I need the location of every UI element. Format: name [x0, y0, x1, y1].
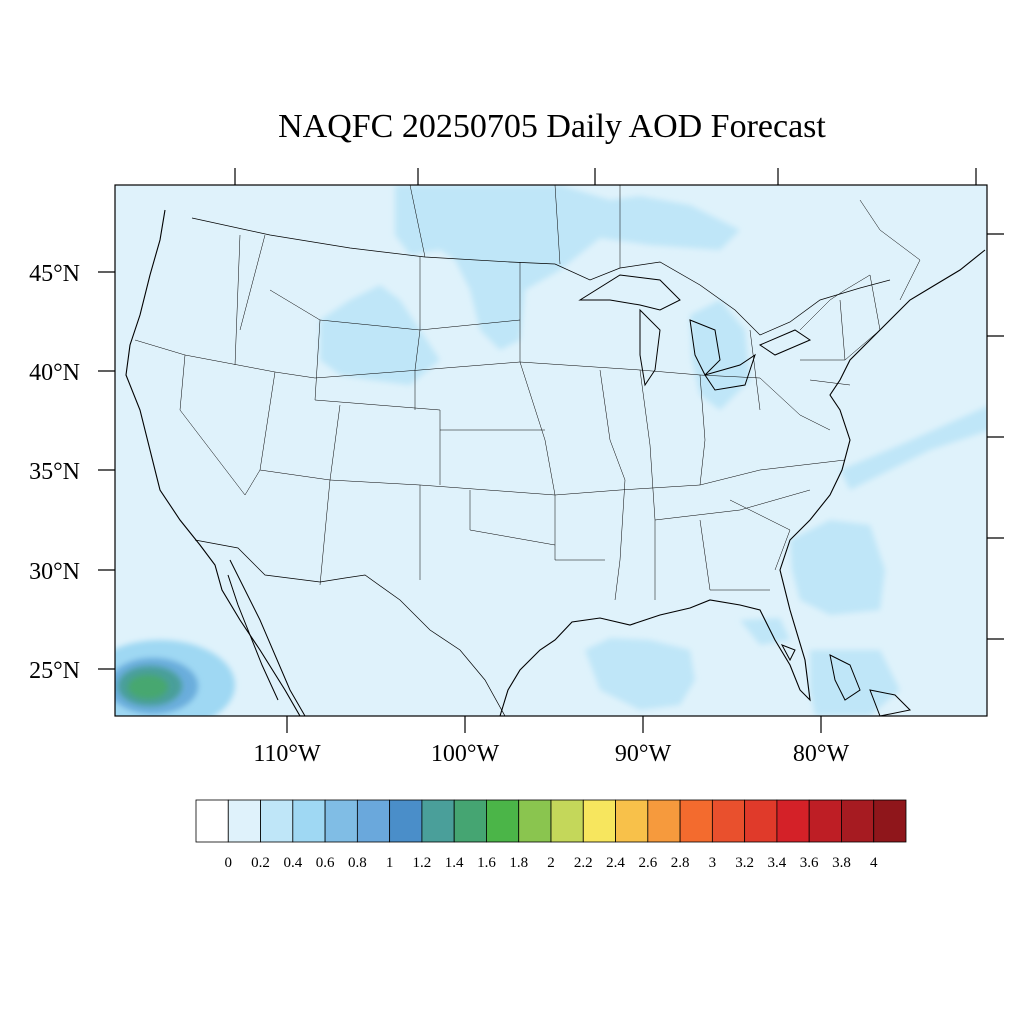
colorbar-swatch-20: [841, 799, 875, 843]
colorbar-label-12: 2.4: [606, 855, 625, 871]
colorbar-swatch-10: [518, 799, 552, 843]
islands: [780, 644, 912, 716]
colorbar-label-2: 0.4: [283, 855, 302, 871]
colorbar-swatch-3: [292, 799, 326, 843]
colorbar-label-0: 0: [225, 855, 233, 871]
colorbar-label-3: 0.6: [316, 855, 335, 871]
left-ticks: [98, 271, 115, 670]
lat-label-35: 35°N: [29, 459, 80, 485]
colorbar-label-18: 3.6: [800, 855, 819, 871]
state-borders: [134, 234, 881, 601]
colorbar-label-14: 2.8: [671, 855, 690, 871]
colorbar-label-5: 1: [386, 855, 394, 871]
map-frame: [114, 184, 988, 717]
lon-label-110: 110°W: [253, 741, 321, 767]
colorbar-swatch-8: [453, 799, 487, 843]
colorbar-swatch-9: [486, 799, 520, 843]
aod-field: [115, 185, 987, 716]
lat-label-25: 25°N: [29, 658, 80, 684]
lat-label-40: 40°N: [29, 360, 80, 386]
lat-label-45: 45°N: [29, 261, 80, 287]
lon-label-90: 90°W: [615, 741, 672, 767]
us-coastline: [125, 209, 986, 716]
colorbar-label-15: 3: [709, 855, 717, 871]
great-lakes: [578, 274, 812, 391]
colorbar-swatch-5: [356, 799, 391, 843]
colorbar-label-10: 2: [547, 855, 555, 871]
colorbar-swatch-14: [647, 799, 681, 843]
northern-plains-plume: [395, 185, 740, 350]
colorbar-label-19: 3.8: [832, 855, 851, 871]
bottom-ticks: [286, 716, 822, 733]
colorbar-swatch-2: [260, 799, 294, 843]
colorbar-label-16: 3.2: [735, 855, 754, 871]
colorbar-label-9: 1.8: [509, 855, 528, 871]
great-lakes-plume: [690, 300, 750, 410]
colorbar-label-4: 0.8: [348, 855, 367, 871]
colorbar-swatch-19: [808, 799, 842, 843]
colorbar-label-7: 1.4: [445, 855, 464, 871]
colorbar-swatch-17: [744, 799, 778, 843]
colorbar-label-1: 0.2: [251, 855, 270, 871]
right-ticks: [987, 233, 1004, 640]
colorbar-label-11: 2.2: [574, 855, 593, 871]
canada-province-borders: [239, 185, 921, 331]
top-ticks: [234, 168, 977, 185]
wyoming-plume: [320, 285, 440, 385]
colorbar-label-13: 2.6: [638, 855, 657, 871]
colorbar-swatch-11: [550, 799, 584, 843]
lat-labels: 45°N 40°N 35°N 30°N 25°N: [29, 261, 80, 684]
colorbar-label-17: 3.4: [768, 855, 787, 871]
colorbar-swatch-13: [615, 799, 649, 843]
colorbar-label-20: 4: [870, 855, 878, 871]
colorbar-swatch-7: [421, 799, 455, 843]
colorbar-swatch-4: [324, 799, 358, 843]
baja-coastline: [227, 559, 306, 716]
colorbar-label-8: 1.6: [477, 855, 496, 871]
lon-labels: 110°W 100°W 90°W 80°W: [253, 741, 849, 767]
gulf-plume: [585, 638, 695, 710]
mexico-hotspot-peak: [128, 675, 168, 699]
canada-border: [191, 217, 891, 336]
colorbar-swatch-16: [711, 799, 746, 843]
mexico-border: [194, 539, 506, 716]
lon-label-100: 100°W: [431, 741, 500, 767]
chart-title: NAQFC 20250705 Daily AOD Forecast: [278, 108, 826, 145]
lon-label-80: 80°W: [793, 741, 850, 767]
lat-label-30: 30°N: [29, 559, 80, 585]
colorbar-swatch-21: [873, 799, 907, 843]
colorbar-swatch-0: [195, 799, 229, 843]
colorbar-swatch-18: [776, 799, 810, 843]
colorbar-swatch-15: [679, 799, 713, 843]
colorbar: 0 0.2 0.4 0.6 0.8 1 1.2 1.4 1.6 1.8 2 2.2 2.4 2.6 2.8 3…: [195, 799, 907, 871]
colorbar-swatch-6: [389, 799, 423, 843]
atlantic-plume: [740, 406, 987, 716]
colorbar-swatch-1: [227, 799, 261, 843]
colorbar-swatch-12: [582, 799, 616, 843]
colorbar-label-6: 1.2: [413, 855, 432, 871]
coastlines-and-borders: [125, 185, 986, 716]
